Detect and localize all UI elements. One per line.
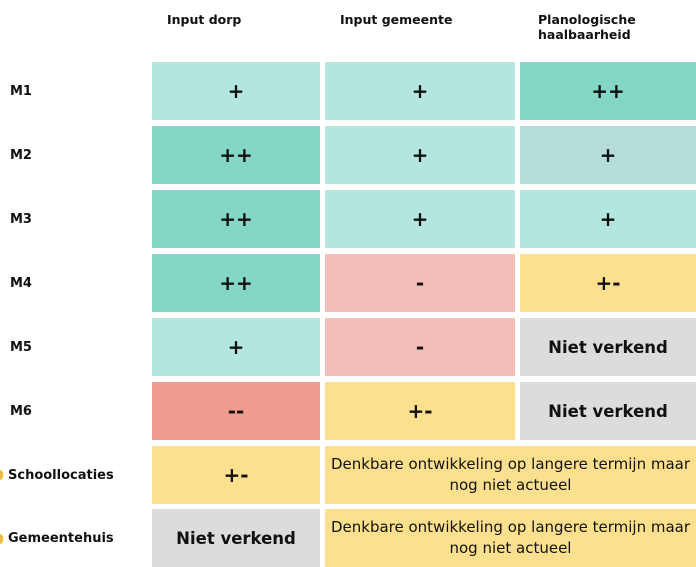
cell: + xyxy=(152,62,320,120)
cell: +- xyxy=(152,446,320,504)
cell: - xyxy=(325,254,515,312)
column-header: Input dorp xyxy=(167,12,242,27)
cell: Denkbare ontwikkeling op langere termijn… xyxy=(325,509,696,567)
row-label: M3 xyxy=(10,211,32,227)
bullet xyxy=(0,534,3,544)
row-label: Gemeentehuis xyxy=(8,530,114,546)
row-label: M1 xyxy=(10,83,32,99)
row-label: M2 xyxy=(10,147,32,163)
row-label: Schoollocaties xyxy=(8,467,114,483)
row-label: M4 xyxy=(10,275,32,291)
cell: + xyxy=(325,126,515,184)
cell: Niet verkend xyxy=(152,509,320,567)
cell: Niet verkend xyxy=(520,382,696,440)
cell: + xyxy=(325,62,515,120)
cell: + xyxy=(520,190,696,248)
cell: + xyxy=(325,190,515,248)
cell: Denkbare ontwikkeling op langere termijn… xyxy=(325,446,696,504)
cell: + xyxy=(520,126,696,184)
cell: ++ xyxy=(520,62,696,120)
cell: +- xyxy=(325,382,515,440)
row-label: M6 xyxy=(10,403,32,419)
cell: + xyxy=(152,318,320,376)
cell: Niet verkend xyxy=(520,318,696,376)
cell: +- xyxy=(520,254,696,312)
cell: - xyxy=(325,318,515,376)
cell: ++ xyxy=(152,190,320,248)
cell: ++ xyxy=(152,126,320,184)
column-header: Input gemeente xyxy=(340,12,453,27)
bullet xyxy=(0,470,3,480)
column-header: Planologische haalbaarheid xyxy=(538,12,636,42)
row-label: M5 xyxy=(10,339,32,355)
cell: -- xyxy=(152,382,320,440)
cell: ++ xyxy=(152,254,320,312)
